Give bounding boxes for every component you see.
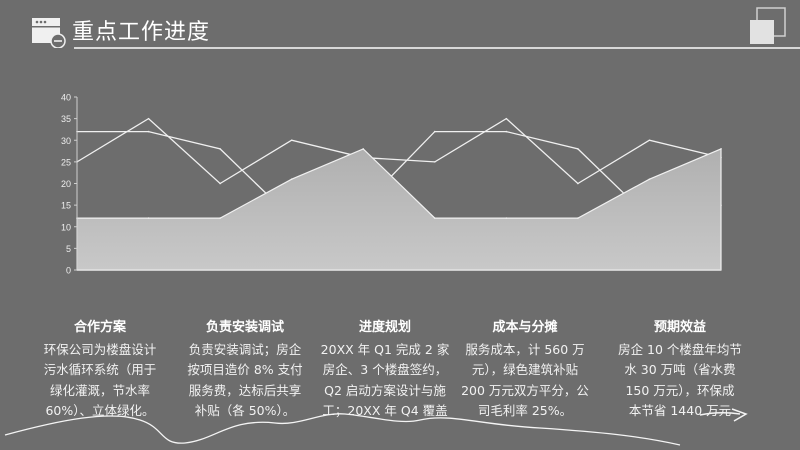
header-divider — [74, 47, 800, 49]
column-text-line: 房企 10 个楼盘年均节 — [618, 341, 742, 357]
data-point — [577, 182, 579, 185]
line-chart: 0 5 10 15 20 25 30 35 40 — [61, 93, 722, 276]
data-point — [505, 130, 508, 133]
y-tick-label: 0 — [66, 266, 71, 276]
column-text-line: 200 万元双方平分，公 — [461, 382, 589, 398]
column-text-line: 元），绿色建筑补贴 — [471, 362, 579, 377]
column-text-line: 环保公司为楼盘设计 — [43, 341, 157, 357]
data-point — [219, 182, 221, 185]
overlapping-squares-icon — [750, 7, 786, 44]
info-column: 成本与分摊服务成本，计 560 万元），绿色建筑补贴 200 万元双方平分，公 司毛… — [450, 318, 600, 422]
data-point — [505, 117, 508, 120]
data-point — [290, 178, 293, 180]
data-point — [648, 178, 651, 180]
data-point — [147, 117, 150, 120]
column-text-line: 工；20XX 年 Q4 覆盖 — [322, 403, 448, 418]
column-title: 预期效益 — [653, 320, 706, 335]
column-text-line: 补贴（各 50%）。 — [194, 403, 296, 418]
data-point — [219, 217, 221, 219]
data-point — [648, 139, 651, 142]
y-tick-label: 40 — [61, 93, 71, 103]
line-series-0 — [77, 130, 722, 219]
info-column: 进度规划 20XX 年 Q1 完成 2 家房企、3 个楼盘签约， Q2 启动方案设计… — [310, 318, 460, 422]
info-column: 负责安装调试负责安装调试；房企 按项目造价 8% 支付 服务费，达标后共享 补贴（各 … — [170, 318, 320, 422]
y-tick-label: 15 — [61, 201, 71, 211]
y-tick-label: 5 — [66, 244, 71, 254]
y-tick-label: 35 — [61, 114, 71, 124]
column-text-line: 按项目造价 8% 支付 — [187, 362, 303, 377]
data-point — [290, 139, 293, 142]
column-text-line: 绿化灌溉，节水率 — [49, 382, 150, 398]
column-title: 负责安装调试 — [205, 320, 284, 335]
data-point — [362, 148, 365, 150]
page-title: 重点工作进度 — [72, 20, 211, 45]
column-title: 合作方案 — [73, 320, 126, 335]
column-text-line: 服务成本，计 560 万 — [465, 341, 585, 357]
y-tick-label: 30 — [61, 136, 71, 146]
column-text-line: 水 30 万吨（省水费 — [624, 362, 736, 377]
column-text-line: 负责安装调试；房企 — [188, 341, 302, 357]
arrow-icon — [699, 408, 748, 422]
data-point — [147, 217, 150, 219]
line-series-1 — [76, 117, 722, 185]
data-point — [505, 217, 508, 219]
data-point — [433, 161, 436, 163]
column-text-line: 20XX 年 Q1 完成 2 家 — [320, 341, 450, 357]
y-tick-label: 10 — [61, 222, 71, 232]
data-point — [577, 148, 579, 150]
info-column: 合作方案环保公司为楼盘设计 污水循环系统（用于 绿化灌溉，节水率 60%）、立体绿化。 — [25, 318, 175, 422]
column-title: 成本与分摊 — [492, 320, 558, 335]
data-point — [219, 148, 221, 150]
column-text-line: 司毛利率 25%。 — [477, 403, 573, 418]
data-point — [147, 130, 150, 133]
data-point — [433, 217, 436, 219]
column-text-line: 房企、3 个楼盘签约， — [322, 362, 448, 377]
column-text-line: Q2 启动方案设计与施 — [324, 382, 446, 398]
browser-window-minus-icon — [32, 18, 66, 48]
column-title: 进度规划 — [358, 320, 411, 335]
data-point — [720, 148, 722, 150]
y-tick-label: 20 — [61, 179, 71, 189]
column-text-line: 污水循环系统（用于 — [43, 362, 157, 377]
column-text-line: 150 万元），环保成 — [625, 382, 735, 398]
data-point — [433, 130, 436, 133]
column-text-line: 服务费，达标后共享 — [188, 382, 302, 398]
data-point — [577, 217, 579, 219]
column-text-line: 60%）、立体绿化。 — [45, 403, 155, 418]
y-tick-label: 25 — [61, 157, 71, 167]
